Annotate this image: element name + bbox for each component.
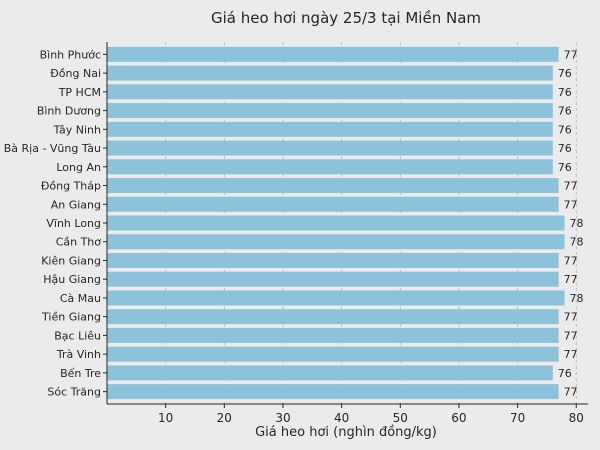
data-label: 77: [564, 273, 578, 286]
category-labels: Bình Phước Đồng Nai TP HCM Bình Dương Tây Ni…: [4, 48, 107, 399]
bar: [107, 309, 559, 325]
bar: [107, 290, 565, 306]
data-label: 77: [564, 180, 578, 193]
bars: [107, 46, 565, 400]
data-label: 76: [558, 142, 572, 155]
bar: [107, 84, 553, 100]
bar: [107, 140, 553, 156]
category-label: Tây Ninh: [53, 123, 101, 136]
data-label: 77: [564, 48, 578, 61]
bar: [107, 384, 559, 400]
x-tick-label: 10: [158, 411, 173, 425]
data-label: 76: [558, 86, 572, 99]
category-label: Bà Rịa - Vũng Tàu: [4, 142, 101, 155]
bar: [107, 234, 565, 250]
bar: [107, 327, 559, 343]
category-label: Cần Thơ: [56, 236, 102, 249]
category-label: An Giang: [51, 198, 101, 211]
bar: [107, 121, 553, 137]
category-label: Cà Mau: [60, 292, 101, 305]
bar: [107, 252, 559, 268]
bar: [107, 103, 553, 119]
category-label: Kiên Giang: [41, 254, 101, 267]
category-label: Sóc Trăng: [47, 386, 101, 399]
x-tick-label: 50: [393, 411, 408, 425]
category-label: Bạc Liêu: [54, 329, 101, 342]
data-label: 78: [570, 217, 584, 230]
data-label: 77: [564, 329, 578, 342]
bar: [107, 178, 559, 194]
category-label: Vĩnh Long: [46, 217, 101, 230]
bar: [107, 365, 553, 381]
category-label: Long An: [56, 161, 101, 174]
bar: [107, 271, 559, 287]
category-label: TP HCM: [58, 86, 101, 99]
category-label: Đồng Tháp: [41, 180, 101, 193]
category-label: Hậu Giang: [43, 273, 101, 286]
data-label: 77: [564, 386, 578, 399]
data-label: 77: [564, 348, 578, 361]
bar: [107, 196, 559, 212]
category-label: Bình Phước: [40, 48, 101, 61]
data-label: 76: [558, 123, 572, 136]
x-tick-label: 70: [510, 411, 525, 425]
x-tick-label: 60: [451, 411, 466, 425]
value-labels: 77 76 76 76 76 76 76 77 77 78 78 77 77 78 77 77 77 76 77: [558, 48, 584, 398]
data-label: 77: [564, 254, 578, 267]
x-tick-label: 40: [334, 411, 349, 425]
x-tick-label: 30: [275, 411, 290, 425]
data-label: 77: [564, 198, 578, 211]
category-label: Đồng Nai: [50, 67, 101, 80]
bar: [107, 46, 559, 62]
data-label: 77: [564, 311, 578, 324]
x-tick-label: 80: [569, 411, 584, 425]
data-label: 76: [558, 105, 572, 118]
data-label: 78: [570, 292, 584, 305]
data-label: 78: [570, 236, 584, 249]
bar: [107, 346, 559, 362]
data-label: 76: [558, 67, 572, 80]
chart-title: Giá heo hơi ngày 25/3 tại Miền Nam: [211, 9, 481, 27]
data-label: 76: [558, 367, 572, 380]
bar: [107, 65, 553, 81]
bar: [107, 215, 565, 231]
x-axis-label: Giá heo hơi (nghìn đồng/kg): [255, 425, 437, 440]
data-label: 76: [558, 161, 572, 174]
category-label: Tiền Giang: [41, 311, 101, 324]
category-label: Bến Tre: [60, 367, 101, 380]
x-tick-label: 20: [217, 411, 232, 425]
x-tick-labels: 10 20 30 40 50 60 70 80: [158, 404, 584, 425]
category-label: Trà Vinh: [56, 348, 101, 361]
bar: [107, 159, 553, 175]
category-label: Bình Dương: [37, 105, 101, 118]
